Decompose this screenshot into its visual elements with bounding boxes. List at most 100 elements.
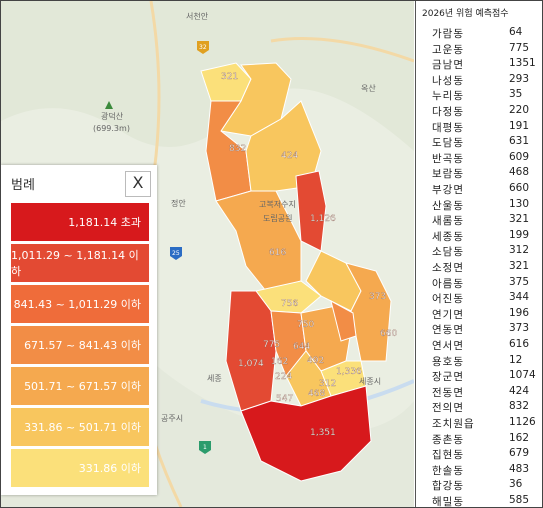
region-score: 1126	[509, 416, 536, 428]
region-name: 부강면	[432, 184, 464, 196]
map-value-label: 1,074	[238, 359, 264, 369]
region-name: 누리동	[432, 90, 464, 103]
region-score: 35	[509, 88, 523, 101]
region-name: 전의면	[432, 402, 464, 415]
place-label-sejong-city: 세종시	[359, 377, 381, 386]
table-row: 한솔동 483	[432, 463, 540, 479]
map-value-label: 775	[263, 340, 280, 350]
table-row: 산울동 130	[432, 198, 540, 214]
region-score: 321	[509, 213, 530, 226]
map-value-label: 224	[275, 372, 292, 382]
region-score: 36	[509, 478, 523, 491]
table-row: 조치원읍 1126	[432, 416, 540, 432]
table-row: 전의면 832	[432, 400, 540, 416]
table-row: 장군면 1074	[432, 369, 540, 385]
map-value-label: 492	[307, 356, 324, 366]
score-table: 2026년 위험 예측점수 가람동 64 고운동 775 금남면 1351 나성동 293 누리…	[415, 1, 542, 507]
table-row: 새롬동 321	[432, 213, 540, 229]
region-name: 나성동	[432, 74, 464, 87]
table-row: 집현동 679	[432, 447, 540, 463]
place-label-sejong: 세종	[207, 374, 222, 383]
close-icon[interactable]: X	[125, 171, 151, 197]
table-row: 용호동 12	[432, 354, 540, 370]
svg-text:25: 25	[172, 250, 180, 257]
region-score: 191	[509, 119, 530, 132]
table-row: 세종동 199	[432, 229, 540, 245]
region-score: 1074	[509, 369, 536, 382]
table-row: 해밀동 585	[432, 494, 540, 507]
region-name: 다정동	[432, 106, 464, 118]
place-label-oksan: 옥산	[361, 83, 376, 93]
svg-text:1: 1	[203, 444, 207, 451]
region-score: 196	[509, 306, 530, 319]
region-name: 소정면	[432, 262, 464, 274]
region-score: 679	[509, 447, 530, 460]
map-value-label: 424	[281, 151, 298, 161]
table-row: 소정면 321	[432, 260, 540, 276]
region-bugang[interactable]	[345, 262, 392, 362]
table-row: 보람동 468	[432, 166, 540, 182]
map-value-label: 616	[269, 248, 286, 258]
region-score: 585	[509, 494, 530, 506]
table-row: 어진동 344	[432, 291, 540, 307]
region-name: 용호동	[432, 355, 464, 368]
region-name: 한솔동	[432, 464, 464, 477]
region-score: 424	[509, 384, 530, 397]
region-name: 조치원읍	[432, 418, 475, 430]
choropleth-map[interactable]: 321 832 424 1,126 616 373 756 750 660 1,074 775 644…	[1, 1, 414, 507]
region-score: 609	[509, 150, 530, 163]
table-row: 연서면 616	[432, 338, 540, 354]
map-value-label: 660	[380, 329, 397, 339]
region-score: 344	[509, 291, 530, 304]
region-geumnam[interactable]	[240, 385, 372, 482]
table-row: 소담동 312	[432, 244, 540, 260]
region-score: 321	[509, 260, 530, 272]
region-score: 130	[509, 197, 530, 210]
legend-class: 841.43 ~ 1,011.29 이하	[11, 285, 149, 323]
table-row: 금남면 1351	[432, 57, 540, 73]
region-name: 어진동	[432, 293, 464, 306]
table-row: 대평동 191	[432, 120, 540, 136]
region-name: 가람동	[432, 28, 464, 40]
region-name: 도담동	[432, 137, 464, 150]
mountain-icon	[105, 101, 113, 109]
table-row: 나성동 293	[432, 73, 540, 89]
region-jiphyeon[interactable]	[330, 300, 357, 342]
table-row: 전동면 424	[432, 385, 540, 401]
region-score: 64	[509, 26, 523, 38]
region-name: 산울동	[432, 199, 464, 212]
table-row: 부강면 660	[432, 182, 540, 198]
table-row: 가람동 64	[432, 26, 540, 42]
region-score: 660	[509, 182, 530, 194]
region-jochiwon[interactable]	[295, 170, 327, 252]
region-janggun[interactable]	[225, 290, 277, 412]
map-value-label: 468	[308, 389, 325, 399]
region-boram[interactable]	[285, 350, 332, 407]
region-score: 832	[509, 400, 530, 413]
road-shield-25: 25	[170, 247, 182, 260]
road-shield-32: 32	[197, 41, 209, 54]
legend-class: 331.86 이하	[11, 449, 149, 487]
legend-class: 1,011.29 ~ 1,181.14 이하	[11, 244, 149, 282]
map-value-label: 1,351	[310, 428, 336, 438]
map-value-label: 750	[297, 320, 314, 330]
place-label-park: 도립공원	[263, 214, 292, 223]
legend-class: 501.71 ~ 671.57 이하	[11, 367, 149, 405]
legend-class: 1,181.14 초과	[11, 203, 149, 241]
table-row: 종촌동 162	[432, 432, 540, 448]
map-value-label: 756	[281, 299, 298, 309]
region-score: 220	[509, 104, 530, 116]
svg-text:32: 32	[199, 44, 207, 51]
map-value-labels: 321 832 424 1,126 616 373 756 750 660 1,074 775 644…	[221, 72, 398, 438]
place-label-seocheonan: 서천안	[186, 11, 209, 21]
map-value-label: 832	[229, 144, 246, 154]
region-name: 고운동	[432, 43, 464, 56]
region-name: 연서면	[432, 340, 464, 352]
map-value-label: 312	[319, 379, 336, 389]
region-name: 집현동	[432, 449, 464, 462]
legend-panel: 범례 X 1,181.14 초과 1,011.29 ~ 1,181.14 이하 84…	[1, 165, 157, 495]
place-label-elevation: (699.3m)	[93, 124, 130, 133]
region-name: 아름동	[432, 277, 464, 290]
table-row: 아름동 375	[432, 276, 540, 292]
region-name: 연기면	[432, 308, 464, 321]
